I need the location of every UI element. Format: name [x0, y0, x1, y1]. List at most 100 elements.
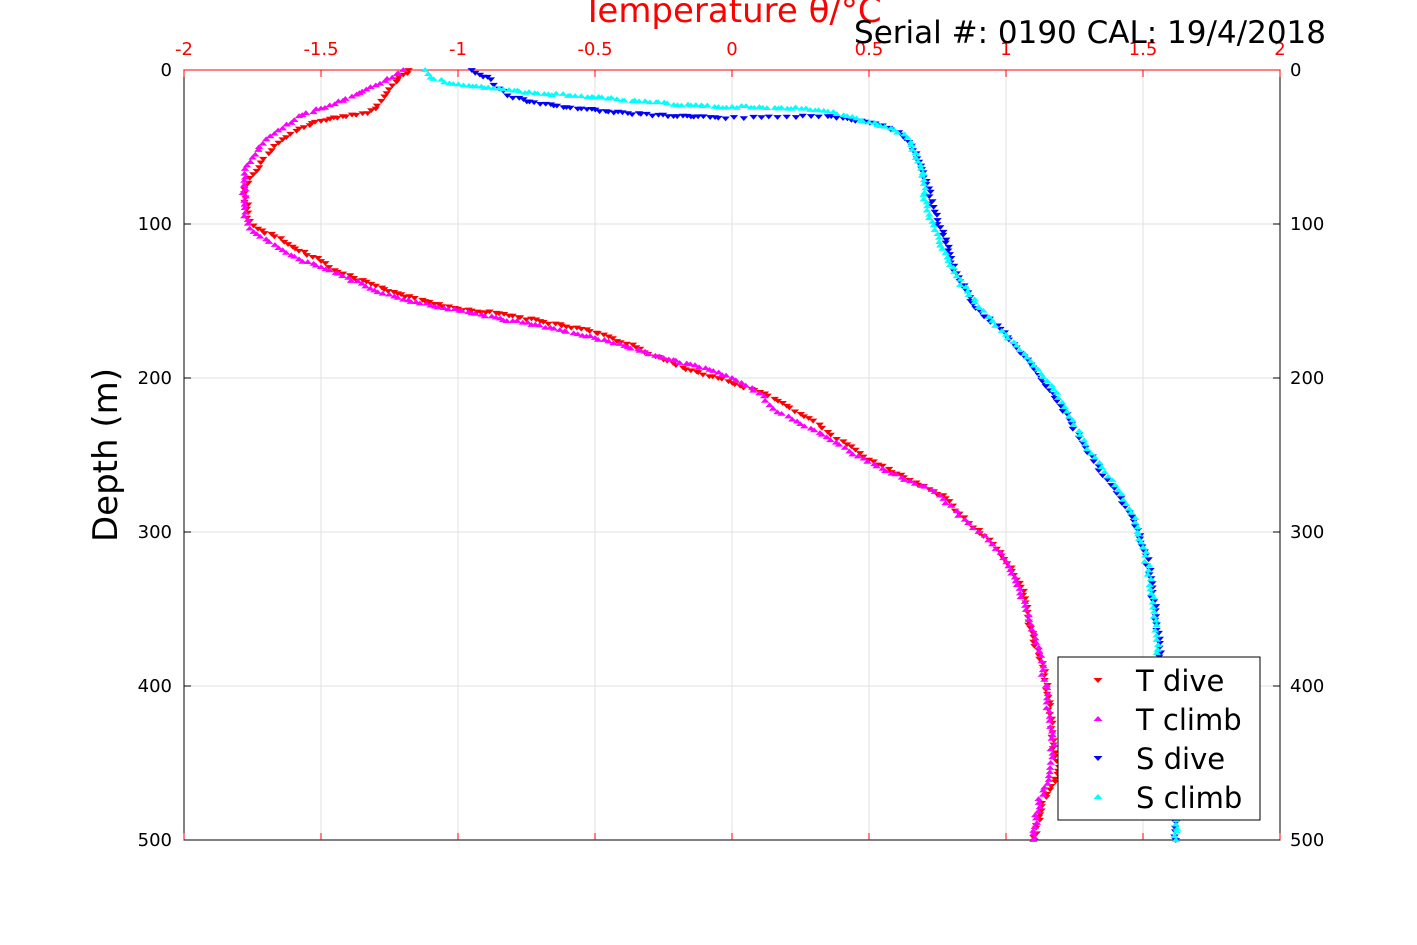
data-point	[325, 102, 334, 108]
data-point	[238, 190, 247, 195]
data-point	[1037, 658, 1046, 664]
data-point	[571, 93, 580, 98]
data-point	[283, 242, 293, 247]
data-point	[515, 315, 525, 321]
data-point	[457, 308, 466, 313]
data-point	[577, 93, 586, 99]
data-point	[274, 140, 283, 146]
data-point	[991, 546, 1001, 551]
data-point	[1081, 441, 1090, 447]
data-point	[817, 425, 827, 431]
data-point	[930, 209, 939, 215]
data-point	[848, 451, 857, 457]
data-point	[1031, 639, 1041, 645]
data-point	[1047, 728, 1057, 734]
data-point	[1037, 671, 1046, 677]
data-point	[316, 264, 326, 270]
data-point	[1002, 559, 1011, 565]
data-point	[1024, 612, 1033, 618]
data-point	[287, 120, 296, 125]
data-point	[671, 357, 681, 363]
data-point	[1012, 342, 1021, 348]
data-point	[960, 516, 970, 522]
data-point	[1009, 339, 1019, 345]
data-point	[249, 223, 258, 229]
legend: T dive T climb S dive S climb	[1057, 656, 1261, 821]
data-point	[265, 133, 275, 139]
y-tick-label-left: 400	[138, 676, 172, 697]
data-point	[842, 113, 852, 119]
data-point	[366, 285, 375, 291]
data-point	[1136, 539, 1146, 545]
y-tick-label-right: 0	[1290, 60, 1301, 81]
data-point	[240, 213, 249, 219]
data-point	[640, 348, 650, 354]
data-point	[845, 448, 854, 454]
data-point	[878, 463, 887, 469]
legend-label: S climb	[1136, 781, 1242, 815]
y-tick-label-left: 0	[161, 60, 172, 81]
data-point	[1149, 594, 1158, 600]
data-point	[905, 478, 915, 484]
data-point	[936, 225, 945, 230]
data-point	[585, 329, 594, 334]
data-point	[608, 336, 617, 342]
data-point	[944, 244, 953, 250]
data-point	[440, 79, 449, 85]
data-point	[970, 299, 979, 305]
data-point	[240, 182, 249, 188]
data-point	[240, 198, 249, 203]
data-point	[800, 423, 809, 429]
data-point	[459, 82, 468, 88]
data-point	[302, 253, 311, 258]
data-point	[631, 345, 641, 351]
data-point	[424, 71, 433, 77]
data-point	[922, 207, 932, 213]
data-point	[1034, 644, 1043, 650]
data-point	[1012, 582, 1022, 588]
data-point	[1083, 450, 1092, 456]
data-point	[316, 259, 326, 264]
data-point	[626, 345, 635, 351]
data-point	[970, 296, 979, 302]
data-point	[255, 165, 264, 170]
data-point	[925, 211, 934, 217]
y-tick-label-right: 500	[1290, 830, 1324, 851]
data-point	[796, 421, 805, 427]
data-point	[292, 128, 301, 134]
data-point	[1027, 626, 1036, 632]
data-point	[240, 177, 249, 183]
data-point	[1045, 717, 1054, 723]
data-point	[1053, 395, 1063, 400]
data-point	[270, 242, 280, 247]
data-point	[1015, 347, 1024, 353]
data-point	[338, 273, 347, 278]
data-point	[498, 86, 508, 92]
data-point	[1145, 562, 1154, 568]
data-point	[880, 123, 890, 129]
data-point	[565, 92, 575, 98]
data-point	[627, 112, 637, 118]
y-tick-label-right: 400	[1290, 676, 1324, 697]
data-point	[703, 102, 712, 108]
data-point	[480, 313, 490, 319]
data-point	[1038, 667, 1048, 673]
data-point	[415, 300, 424, 306]
data-point	[814, 114, 823, 120]
data-point	[691, 102, 701, 107]
data-point	[256, 160, 265, 166]
data-point	[1117, 491, 1126, 496]
data-point	[347, 93, 357, 99]
data-point	[258, 140, 268, 146]
data-point	[1039, 787, 1048, 793]
data-point	[380, 78, 390, 83]
data-point	[757, 115, 766, 121]
data-point	[1140, 552, 1150, 558]
data-point	[853, 453, 863, 459]
data-point	[325, 116, 335, 122]
data-point	[251, 151, 260, 157]
data-point	[791, 104, 800, 110]
data-point	[920, 483, 929, 489]
data-point	[1153, 642, 1163, 647]
data-point	[486, 77, 496, 83]
